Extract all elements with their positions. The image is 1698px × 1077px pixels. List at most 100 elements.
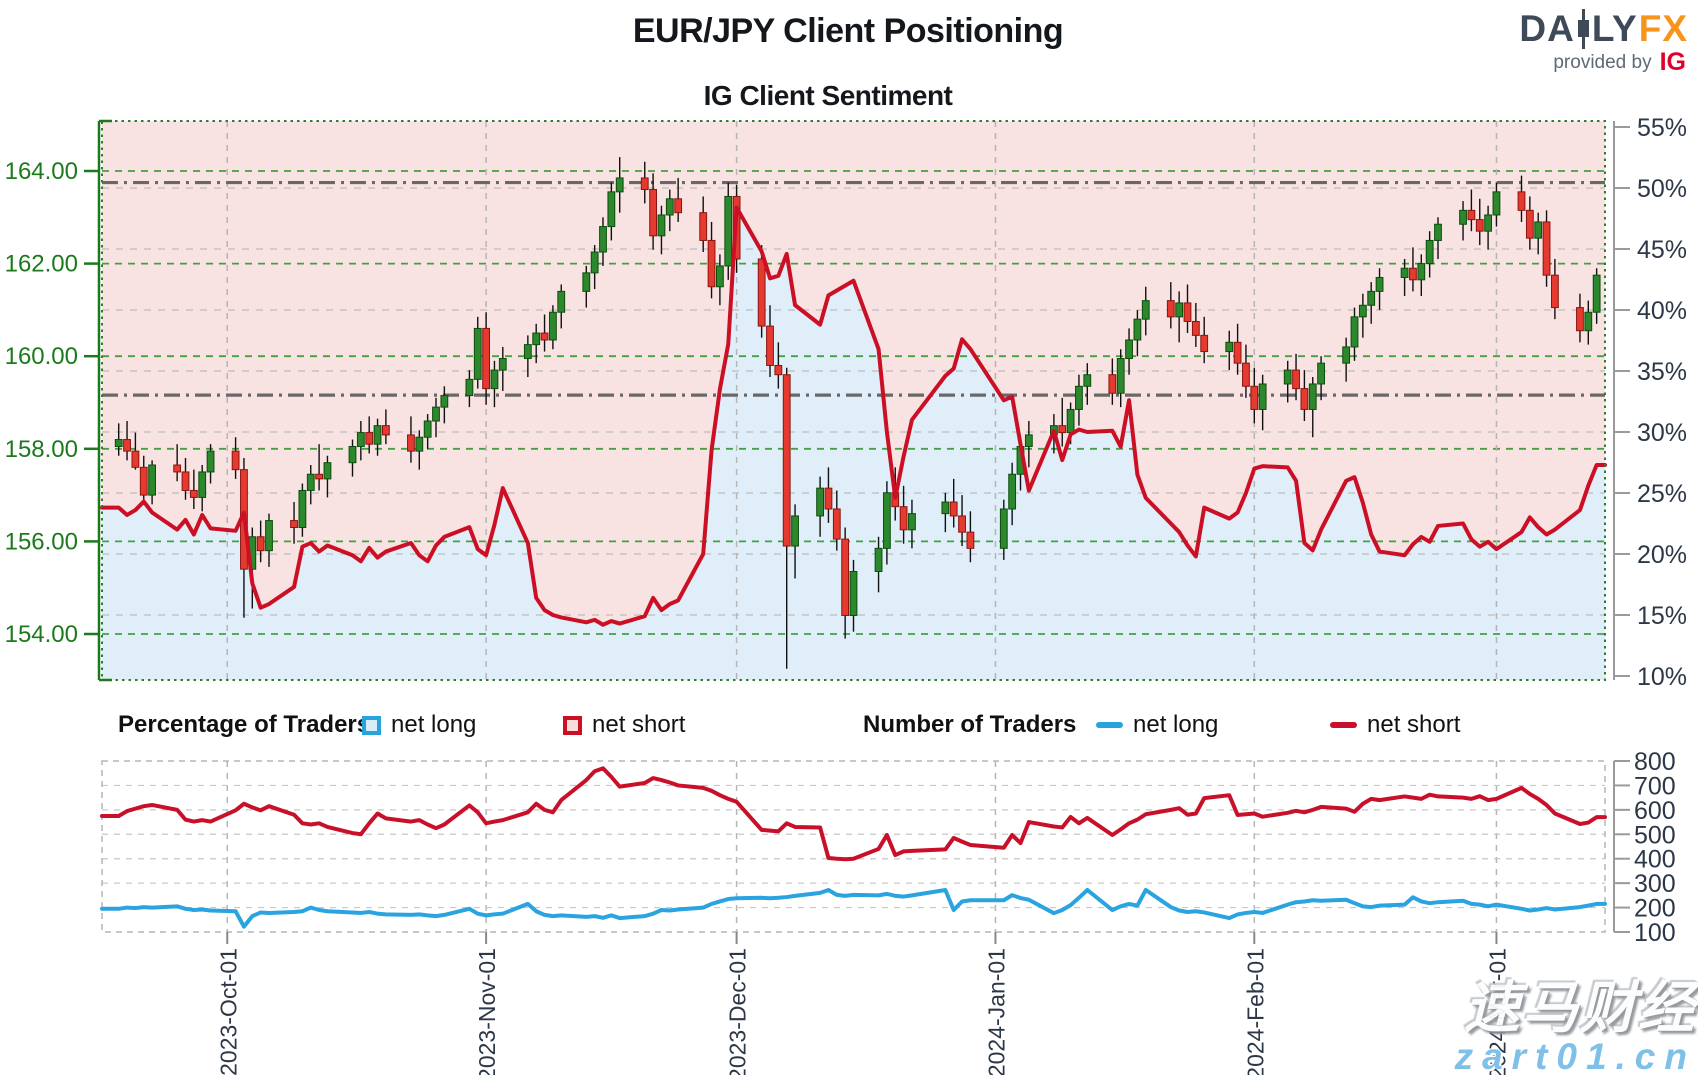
bull-candle bbox=[874, 547, 883, 572]
bear-candle bbox=[699, 212, 708, 241]
date-axis-label: 2024-Jan-01 bbox=[983, 948, 1009, 1075]
bull-candle bbox=[791, 515, 799, 547]
bear-candle bbox=[290, 520, 298, 529]
bull-candle bbox=[665, 198, 674, 216]
bear-candle bbox=[640, 177, 649, 191]
bull-candle bbox=[816, 487, 825, 517]
count-axis-label: 600 bbox=[1634, 797, 1676, 825]
price-axis-label: 156.00 bbox=[5, 528, 78, 555]
price-axis: 164.00 162.00 160.00 158.00 156.00 154.00 bbox=[5, 119, 112, 682]
bear-candle bbox=[1525, 209, 1534, 239]
bear-candle bbox=[1576, 307, 1584, 332]
percent-axis-label: 40% bbox=[1637, 297, 1687, 325]
bull-candle bbox=[1492, 191, 1501, 216]
bull-candle bbox=[1308, 383, 1317, 410]
traders-border bbox=[101, 760, 1606, 933]
legend-label: net long bbox=[391, 711, 477, 738]
legend-label: net long bbox=[1133, 711, 1219, 738]
bull-candle bbox=[1225, 341, 1234, 353]
chart-legend: Percentage of Traders net long net short… bbox=[0, 704, 1698, 746]
count-axis-label: 100 bbox=[1634, 919, 1676, 947]
bear-candle bbox=[707, 239, 716, 288]
bear-candle bbox=[382, 425, 390, 436]
bull-candle bbox=[1434, 223, 1442, 241]
bull-candle bbox=[1400, 267, 1409, 278]
bull-candle bbox=[523, 344, 532, 360]
bear-candle bbox=[757, 258, 766, 327]
bull-candle bbox=[440, 395, 449, 408]
bull-candle bbox=[607, 191, 616, 228]
bear-candle bbox=[1292, 369, 1300, 390]
bear-candle bbox=[1551, 274, 1559, 309]
legend-item-pct-net-long: net long bbox=[362, 704, 476, 746]
bull-candle bbox=[1116, 358, 1125, 394]
logo-text-fx: FX bbox=[1638, 8, 1688, 49]
bear-candle bbox=[832, 508, 841, 540]
logo-text-da: DA bbox=[1519, 8, 1575, 49]
bear-candle bbox=[1242, 362, 1250, 387]
date-axis-label: 2023-Dec-01 bbox=[725, 948, 751, 1075]
bull-candle bbox=[206, 450, 215, 473]
legend-group-percentage: Percentage of Traders bbox=[118, 711, 371, 738]
bull-candle bbox=[148, 464, 156, 496]
net-long-line-icon bbox=[1096, 722, 1123, 728]
bull-candle bbox=[549, 311, 557, 341]
price-axis-label: 162.00 bbox=[5, 251, 78, 278]
bear-candle bbox=[1166, 300, 1175, 318]
bull-candle bbox=[941, 501, 950, 515]
bear-candle bbox=[1475, 219, 1484, 232]
percent-axis-label: 50% bbox=[1637, 175, 1687, 203]
bear-candle bbox=[1200, 334, 1209, 353]
traders-net-long-line bbox=[100, 887, 1607, 929]
bear-candle bbox=[766, 325, 774, 366]
bull-candle bbox=[114, 439, 123, 447]
date-axis-label: 2023-Oct-01 bbox=[215, 948, 241, 1075]
legend-item-num-net-short: net short bbox=[1330, 704, 1460, 746]
bear-candle bbox=[1467, 209, 1476, 221]
percent-axis-label: 25% bbox=[1637, 480, 1687, 508]
bull-candle bbox=[590, 251, 599, 274]
percent-axis-label: 55% bbox=[1637, 114, 1687, 142]
bear-candle bbox=[1517, 191, 1526, 211]
bear-candle bbox=[899, 506, 908, 531]
bull-candle bbox=[1141, 300, 1150, 320]
count-axis-label: 500 bbox=[1634, 821, 1676, 849]
bull-candle bbox=[1592, 274, 1601, 313]
price-axis-label: 164.00 bbox=[5, 158, 78, 185]
candlestick-icon-body bbox=[1577, 20, 1589, 37]
bear-candle bbox=[1108, 374, 1117, 394]
bear-candle bbox=[482, 327, 491, 390]
bull-candle bbox=[883, 492, 891, 549]
bear-candle bbox=[540, 332, 549, 341]
bull-candle bbox=[265, 520, 273, 552]
bull-candle bbox=[415, 436, 424, 452]
bear-candle bbox=[1191, 320, 1200, 336]
bull-candle bbox=[724, 195, 733, 267]
legend-group-number: Number of Traders bbox=[863, 711, 1077, 738]
bear-candle bbox=[674, 198, 683, 214]
bull-candle bbox=[1008, 473, 1017, 510]
bear-candle bbox=[189, 489, 198, 498]
bull-candle bbox=[908, 513, 916, 531]
chart-subtitle: IG Client Sentiment bbox=[703, 80, 953, 111]
bear-candle bbox=[1233, 341, 1242, 364]
count-axis-label: 200 bbox=[1634, 895, 1676, 923]
legend-label: net short bbox=[1367, 711, 1461, 738]
bull-candle bbox=[849, 570, 858, 616]
net-long-swatch-icon bbox=[362, 715, 381, 735]
bear-candle bbox=[173, 464, 182, 473]
reference-lines bbox=[102, 180, 1605, 397]
bull-candle bbox=[1367, 290, 1376, 306]
bull-candle bbox=[1258, 383, 1267, 410]
price-axis-label: 158.00 bbox=[5, 436, 78, 463]
bear-candle bbox=[649, 189, 658, 237]
bull-candle bbox=[1375, 276, 1384, 292]
bull-candle bbox=[999, 508, 1008, 549]
bear-candle bbox=[1542, 221, 1551, 276]
bear-candle bbox=[824, 487, 833, 510]
bull-candle bbox=[1317, 362, 1325, 385]
count-axis-label: 700 bbox=[1634, 772, 1676, 800]
candlestick-icon bbox=[1577, 9, 1589, 49]
